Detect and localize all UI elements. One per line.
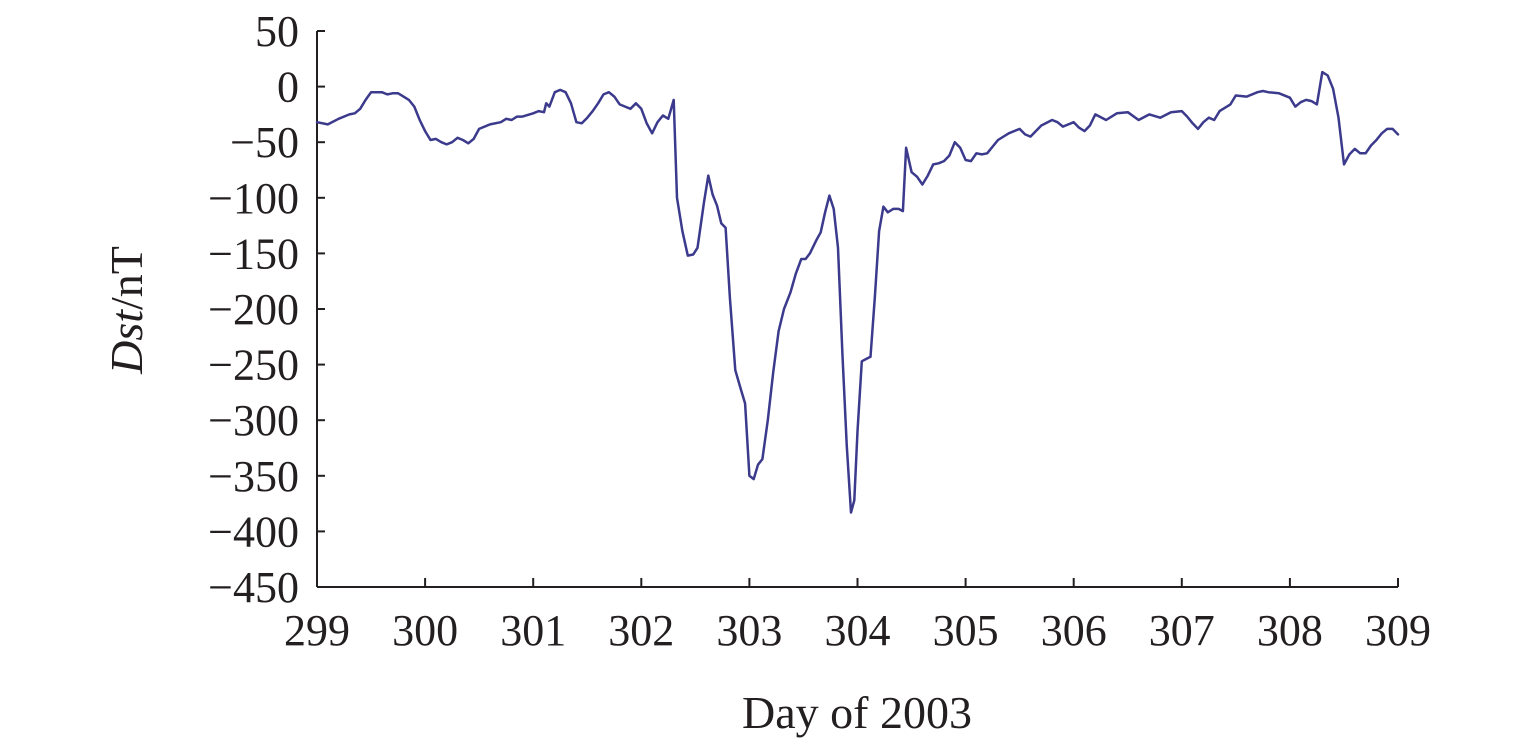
x-tick-label: 299: [284, 606, 350, 655]
y-tick-label: −50: [230, 118, 299, 167]
x-tick-label: 307: [1149, 606, 1215, 655]
y-tick-label: −400: [208, 507, 299, 556]
x-tick-label: 302: [608, 606, 674, 655]
y-tick-label: −300: [208, 396, 299, 445]
x-tick-labels: 299 300 301 302 303 304 305 306 307 308 309: [284, 606, 1431, 655]
y-axis-title-unit: /nT: [101, 246, 152, 310]
y-tick-label: −100: [208, 174, 299, 223]
y-tick-label: −150: [208, 229, 299, 278]
x-tick-label: 308: [1257, 606, 1323, 655]
y-tick-label: 50: [255, 7, 299, 56]
x-tick-label: 305: [933, 606, 999, 655]
x-tick-label: 309: [1365, 606, 1431, 655]
y-tick-labels: 50 0 −50 −100 −150 −200 −250 −300 −350 −400 −450: [208, 7, 299, 612]
x-tick-label: 300: [392, 606, 458, 655]
y-tick-label: −350: [208, 452, 299, 501]
y-tick-label: 0: [277, 63, 299, 112]
y-tick-label: −250: [208, 341, 299, 390]
x-tick-label: 304: [825, 606, 891, 655]
y-axis-title-italic: Dst: [101, 309, 152, 375]
y-tick-label: −450: [208, 563, 299, 612]
y-axis-title: Dst/nT: [101, 246, 152, 375]
x-tick-label: 301: [500, 606, 566, 655]
dst-series-line: [315, 70, 1400, 514]
y-tick-label: −200: [208, 285, 299, 334]
x-axis-title: Day of 2003: [742, 687, 972, 738]
x-tick-label: 306: [1041, 606, 1107, 655]
x-tick-label: 303: [716, 606, 782, 655]
axis-ticks: [316, 30, 1399, 588]
